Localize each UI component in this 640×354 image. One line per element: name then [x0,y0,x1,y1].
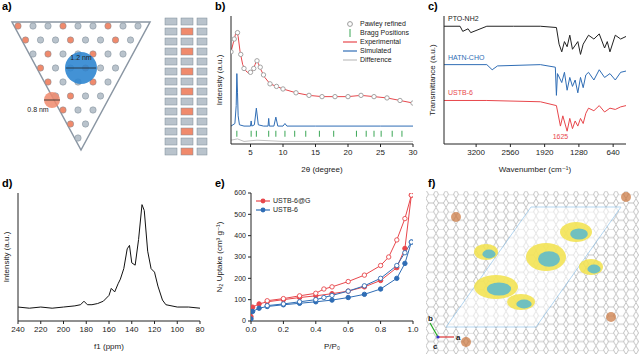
html-text:c): c) [428,0,438,12]
svg-text:0: 0 [242,317,246,324]
svg-text:500: 500 [234,211,246,218]
svg-text:1920: 1920 [536,148,554,157]
html-text:f): f) [428,177,436,189]
html-text:b): b) [215,0,226,12]
html-text:Pawley refined: Pawley refined [360,20,406,27]
svg-text:1.2 nm: 1.2 nm [70,54,92,61]
svg-text:200: 200 [234,275,246,282]
svg-text:1625: 1625 [553,133,569,140]
svg-text:400: 400 [234,232,246,239]
svg-text:220: 220 [34,325,48,334]
svg-text:Transmittance (a.u.): Transmittance (a.u.) [428,44,437,116]
svg-text:1.0: 1.0 [407,325,419,334]
html-text:Simulated: Simulated [360,47,392,54]
svg-text:160: 160 [102,325,116,334]
svg-text:P/P₀: P/P₀ [324,342,340,351]
svg-text:1280: 1280 [570,148,588,157]
html-text:a): a) [2,0,12,12]
svg-text:a: a [456,333,461,342]
svg-text:100: 100 [171,325,185,334]
svg-text:N₂ Uptake (cm³ g⁻¹): N₂ Uptake (cm³ g⁻¹) [215,221,224,292]
svg-text:10: 10 [279,148,288,157]
svg-text:f1 (ppm): f1 (ppm) [94,342,124,351]
svg-text:600: 600 [234,189,246,196]
html-text:USTB-6: USTB-6 [273,206,298,213]
svg-text:Intensity (a.u.): Intensity (a.u.) [2,231,11,282]
html-text:HATN-CHO: HATN-CHO [448,53,485,61]
svg-text:80: 80 [196,325,205,334]
svg-text:300: 300 [234,253,246,260]
svg-text:0.8 nm: 0.8 nm [27,106,49,113]
svg-text:30: 30 [409,148,418,157]
html-text:Bragg Positions: Bragg Positions [360,29,409,36]
svg-text:2θ (degree): 2θ (degree) [301,165,343,174]
svg-text:120: 120 [148,325,162,334]
svg-text:200: 200 [57,325,71,334]
svg-text:b: b [428,314,433,323]
html-text:Experimental: Experimental [360,38,401,45]
svg-text:Wavenumber (cm⁻¹): Wavenumber (cm⁻¹) [499,165,572,174]
html-text:e): e) [215,177,225,189]
svg-text:640: 640 [606,148,620,157]
html-text:USTB-6@G: USTB-6@G [273,197,311,204]
svg-text:240: 240 [11,325,25,334]
svg-text:0.8: 0.8 [375,325,387,334]
html-text:Difference: Difference [360,56,392,63]
svg-text:0.4: 0.4 [310,325,322,334]
svg-text:0.0: 0.0 [245,325,257,334]
svg-text:100: 100 [234,296,246,303]
svg-text:5: 5 [248,148,253,157]
svg-text:20: 20 [344,148,353,157]
html-text:d): d) [2,177,13,189]
svg-text:c: c [433,342,438,351]
svg-text:180: 180 [80,325,94,334]
svg-text:0.2: 0.2 [278,325,290,334]
svg-text:0.6: 0.6 [343,325,355,334]
svg-text:15: 15 [311,148,320,157]
svg-text:3200: 3200 [467,148,485,157]
svg-text:140: 140 [125,325,139,334]
svg-text:2560: 2560 [501,148,519,157]
svg-text:25: 25 [376,148,385,157]
svg-text:Intensity (a.u.): Intensity (a.u.) [215,54,224,105]
html-text:USTB-6: USTB-6 [448,89,473,97]
html-text:PTO-NH2: PTO-NH2 [448,15,479,23]
